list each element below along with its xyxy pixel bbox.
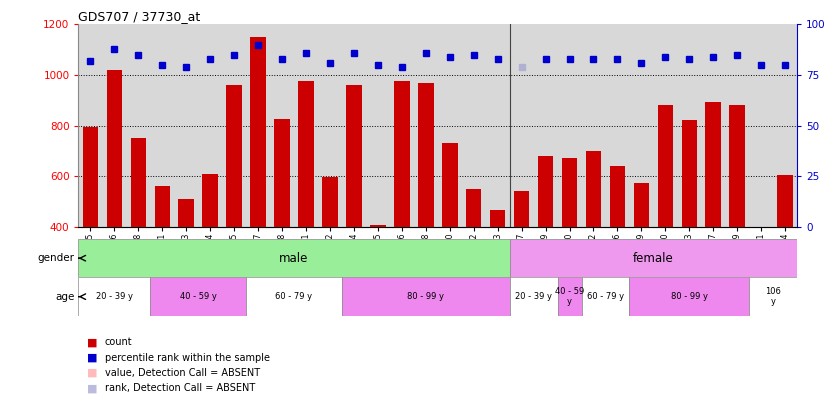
Bar	[78, 239, 510, 277]
Text: ■: ■	[87, 353, 97, 362]
Text: value, Detection Call = ABSENT: value, Detection Call = ABSENT	[105, 368, 260, 378]
Text: ■: ■	[87, 384, 97, 393]
Bar	[418, 83, 434, 227]
Bar	[510, 239, 797, 277]
Text: 60 - 79 y: 60 - 79 y	[587, 292, 624, 301]
Bar	[78, 277, 150, 316]
Bar	[274, 119, 290, 227]
Bar	[753, 227, 769, 230]
Bar	[131, 138, 146, 227]
Text: male: male	[279, 252, 309, 265]
Text: 40 - 59
y: 40 - 59 y	[555, 287, 584, 306]
Bar	[729, 105, 745, 227]
Bar	[154, 186, 170, 227]
Bar	[562, 158, 577, 227]
Bar	[681, 121, 697, 227]
Bar	[107, 70, 122, 227]
Text: percentile rank within the sample: percentile rank within the sample	[105, 353, 270, 362]
Text: 60 - 79 y: 60 - 79 y	[276, 292, 312, 301]
Bar	[83, 127, 98, 227]
Bar	[657, 105, 673, 227]
Bar	[586, 151, 601, 227]
Text: count: count	[105, 337, 132, 347]
Text: gender: gender	[37, 253, 74, 263]
Bar	[582, 277, 629, 316]
Bar	[178, 199, 194, 227]
Bar	[538, 156, 553, 227]
Bar	[777, 175, 793, 227]
Bar	[370, 225, 386, 227]
Text: 20 - 39 y: 20 - 39 y	[96, 292, 133, 301]
Text: GDS707 / 37730_at: GDS707 / 37730_at	[78, 10, 201, 23]
Bar	[610, 166, 625, 227]
Bar	[510, 277, 558, 316]
Text: ■: ■	[87, 368, 97, 378]
Bar	[246, 277, 342, 316]
Bar	[394, 81, 410, 227]
Text: 106
y: 106 y	[765, 287, 781, 306]
Bar	[346, 85, 362, 227]
Bar	[514, 192, 529, 227]
Text: 80 - 99 y: 80 - 99 y	[671, 292, 708, 301]
Text: 20 - 39 y: 20 - 39 y	[515, 292, 552, 301]
Text: female: female	[633, 252, 674, 265]
Bar	[202, 174, 218, 227]
Text: 40 - 59 y: 40 - 59 y	[180, 292, 216, 301]
Text: rank, Detection Call = ABSENT: rank, Detection Call = ABSENT	[105, 384, 255, 393]
Bar	[342, 277, 510, 316]
Bar	[558, 277, 582, 316]
Text: 80 - 99 y: 80 - 99 y	[407, 292, 444, 301]
Bar	[322, 177, 338, 227]
Bar	[629, 277, 749, 316]
Bar	[150, 277, 246, 316]
Bar	[705, 102, 721, 227]
Text: age: age	[55, 292, 74, 302]
Text: ■: ■	[87, 337, 97, 347]
Bar	[250, 37, 266, 227]
Bar	[749, 277, 797, 316]
Bar	[442, 143, 458, 227]
Bar	[634, 183, 649, 227]
Bar	[466, 189, 482, 227]
Bar	[490, 210, 506, 227]
Bar	[226, 85, 242, 227]
Bar	[298, 81, 314, 227]
